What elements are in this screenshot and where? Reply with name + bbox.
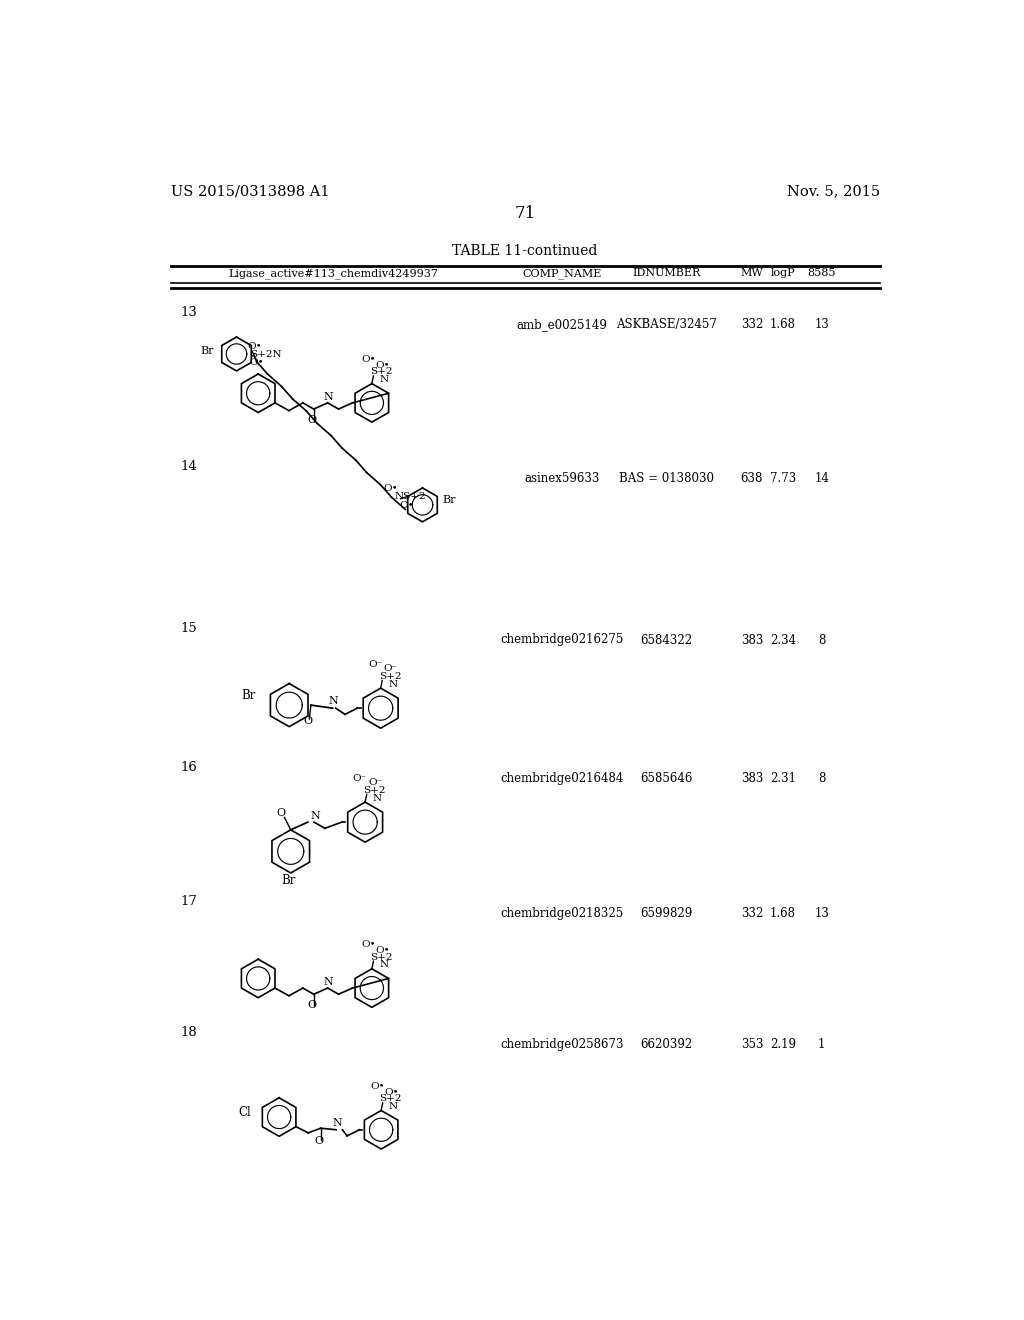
Text: chembridge0258673: chembridge0258673 — [501, 1038, 624, 1051]
Text: chembridge0216275: chembridge0216275 — [501, 634, 624, 647]
Text: O•: O• — [375, 362, 389, 370]
Text: logP: logP — [771, 268, 796, 279]
Text: COMP_NAME: COMP_NAME — [522, 268, 602, 279]
Text: O⁻: O⁻ — [369, 779, 382, 787]
Text: S+2: S+2 — [379, 672, 401, 681]
Text: N: N — [380, 375, 389, 384]
Text: O•: O• — [248, 342, 262, 351]
Text: 16: 16 — [180, 760, 198, 774]
Text: 13: 13 — [180, 306, 198, 319]
Text: 14: 14 — [814, 471, 829, 484]
Text: 6584322: 6584322 — [641, 634, 692, 647]
Text: 2.19: 2.19 — [770, 1038, 796, 1051]
Text: O•: O• — [384, 484, 398, 494]
Text: 8: 8 — [818, 634, 825, 647]
Text: N: N — [389, 1102, 398, 1111]
Text: ASKBASE/32457: ASKBASE/32457 — [616, 318, 717, 331]
Text: 17: 17 — [180, 895, 198, 908]
Text: 332: 332 — [740, 907, 763, 920]
Text: O: O — [276, 808, 286, 818]
Text: N: N — [373, 793, 382, 803]
Text: N: N — [329, 697, 338, 706]
Text: 2.31: 2.31 — [770, 772, 796, 785]
Text: N: N — [311, 810, 321, 821]
Text: O•: O• — [399, 502, 414, 510]
Text: 638: 638 — [740, 471, 763, 484]
Text: N: N — [332, 1118, 342, 1127]
Text: S+2: S+2 — [364, 785, 386, 795]
Text: O•: O• — [371, 1082, 385, 1090]
Text: O: O — [307, 414, 316, 425]
Text: S+2: S+2 — [371, 953, 393, 961]
Text: Br: Br — [442, 495, 456, 506]
Text: 353: 353 — [740, 1038, 763, 1051]
Text: MW: MW — [740, 268, 763, 279]
Text: Br: Br — [282, 874, 296, 887]
Text: O: O — [307, 1001, 316, 1010]
Text: 7.73: 7.73 — [770, 471, 796, 484]
Text: 71: 71 — [514, 206, 536, 223]
Text: Cl: Cl — [239, 1106, 252, 1118]
Text: 6599829: 6599829 — [640, 907, 693, 920]
Text: S+2: S+2 — [380, 1094, 402, 1104]
Text: 8: 8 — [818, 772, 825, 785]
Text: 1.68: 1.68 — [770, 318, 796, 331]
Text: IDNUMBER: IDNUMBER — [633, 268, 700, 279]
Text: 13: 13 — [814, 907, 829, 920]
Text: N: N — [324, 392, 334, 401]
Text: 332: 332 — [740, 318, 763, 331]
Text: chembridge0216484: chembridge0216484 — [501, 772, 624, 785]
Text: 6585646: 6585646 — [640, 772, 693, 785]
Text: asinex59633: asinex59633 — [524, 471, 600, 484]
Text: N: N — [388, 680, 397, 689]
Text: amb_e0025149: amb_e0025149 — [516, 318, 607, 331]
Text: Br: Br — [201, 346, 214, 356]
Text: O•: O• — [249, 358, 263, 367]
Text: 2.34: 2.34 — [770, 634, 796, 647]
Text: O⁻: O⁻ — [384, 664, 398, 673]
Text: 6620392: 6620392 — [640, 1038, 693, 1051]
Text: 15: 15 — [180, 622, 198, 635]
Text: BAS = 0138030: BAS = 0138030 — [620, 471, 714, 484]
Text: O⁻: O⁻ — [369, 660, 382, 669]
Text: N: N — [380, 960, 389, 969]
Text: O: O — [314, 1137, 324, 1146]
Text: 383: 383 — [740, 634, 763, 647]
Text: Br: Br — [241, 689, 256, 702]
Text: S+2: S+2 — [371, 367, 393, 376]
Text: O•: O• — [384, 1088, 399, 1097]
Text: 14: 14 — [180, 461, 198, 474]
Text: 1: 1 — [818, 1038, 825, 1051]
Text: Nov. 5, 2015: Nov. 5, 2015 — [786, 185, 880, 198]
Text: US 2015/0313898 A1: US 2015/0313898 A1 — [171, 185, 329, 198]
Text: 18: 18 — [180, 1026, 198, 1039]
Text: 1.68: 1.68 — [770, 907, 796, 920]
Text: 13: 13 — [814, 318, 829, 331]
Text: chembridge0218325: chembridge0218325 — [501, 907, 624, 920]
Text: O: O — [303, 715, 312, 726]
Text: 8585: 8585 — [807, 268, 836, 279]
Text: O•: O• — [361, 355, 376, 364]
Text: S+2N: S+2N — [251, 350, 282, 359]
Text: N: N — [324, 977, 334, 987]
Text: Ligase_active#113_chemdiv4249937: Ligase_active#113_chemdiv4249937 — [228, 268, 438, 279]
Text: O•: O• — [375, 946, 389, 956]
Text: 383: 383 — [740, 772, 763, 785]
Text: O⁻: O⁻ — [352, 774, 367, 783]
Text: O•: O• — [361, 940, 376, 949]
Text: TABLE 11-continued: TABLE 11-continued — [453, 244, 597, 257]
Text: NS+2: NS+2 — [394, 492, 426, 500]
